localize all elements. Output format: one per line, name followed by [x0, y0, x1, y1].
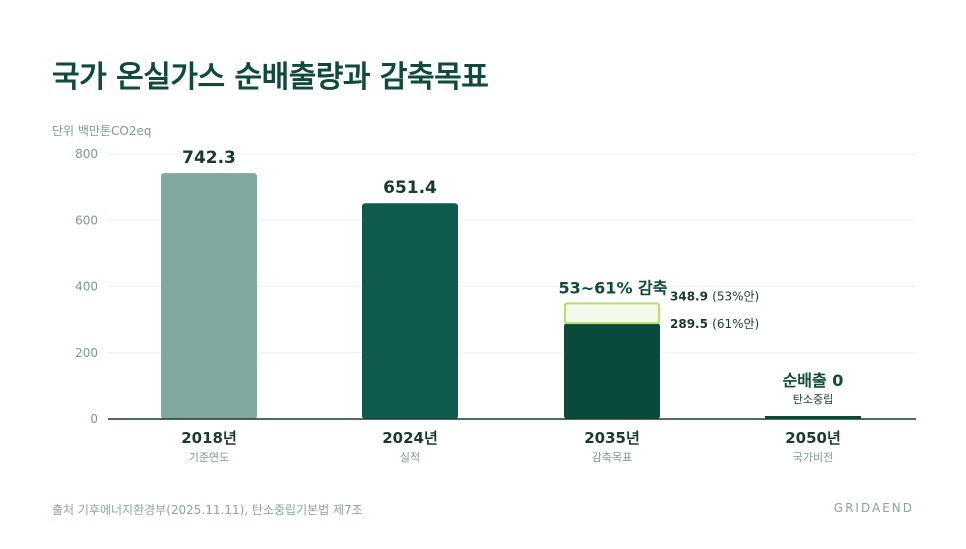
y-tick-label: 800	[75, 147, 98, 161]
target-low-label: 289.5 (61%안)	[670, 317, 759, 331]
bar-value-label: 742.3	[182, 148, 236, 168]
x-category-sublabel: 기준연도	[189, 451, 229, 464]
y-tick-label: 400	[75, 280, 98, 294]
y-tick-label: 600	[75, 213, 98, 227]
chart-title: 국가 온실가스 순배출량과 감축목표	[52, 60, 489, 95]
bar	[564, 323, 660, 419]
target-range-band	[564, 302, 660, 325]
x-category-sublabel: 국가비전	[793, 451, 833, 464]
brand-logo: GRIDAEND	[833, 501, 914, 515]
bar	[362, 203, 458, 419]
target-range-title: 53~61% 감축	[559, 278, 668, 297]
x-category-label: 2024년	[382, 429, 438, 447]
net-zero-title: 순배출 0	[783, 371, 844, 390]
x-category-sublabel: 감축목표	[592, 451, 632, 464]
y-tick-label: 200	[75, 346, 98, 360]
bar	[161, 173, 257, 419]
y-tick-label: 0	[90, 412, 98, 426]
x-category-sublabel: 실적	[400, 451, 420, 464]
x-category-label: 2018년	[181, 429, 237, 447]
unit-label: 단위 백만톤CO2eq	[52, 124, 152, 138]
x-category-label: 2050년	[785, 429, 841, 447]
target-high-label: 348.9 (53%안)	[670, 289, 759, 303]
source-note: 출처 기후에너지환경부(2025.11.11), 탄소중립기본법 제7조	[52, 503, 363, 517]
x-category-label: 2035년	[584, 429, 640, 447]
bar	[765, 416, 861, 419]
bar-value-label: 651.4	[383, 178, 437, 198]
net-zero-subtitle: 탄소중립	[793, 393, 833, 406]
